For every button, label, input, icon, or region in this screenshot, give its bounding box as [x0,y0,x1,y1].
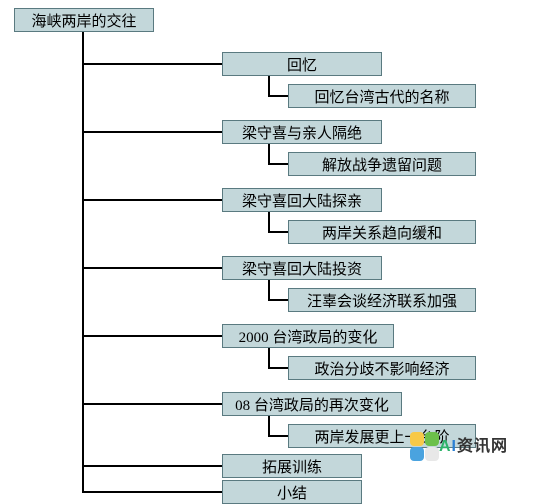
tree-node-n3: 梁守喜回大陆探亲 [222,188,382,212]
watermark-text: AI资讯网 [439,432,508,456]
flower-petal [425,432,439,446]
branch-line [82,491,222,493]
sub-branch-v [268,416,270,437]
tree-node-root: 海峡两岸的交往 [14,8,154,32]
sub-branch-v [268,212,270,233]
flower-petal [425,447,439,461]
tree-node-n4: 梁守喜回大陆投资 [222,256,382,280]
tree-node-n5: 2000 台湾政局的变化 [222,324,394,348]
sub-branch-v [268,348,270,369]
branch-line [82,335,222,337]
trunk-line [82,32,84,492]
tree-node-label: 梁守喜回大陆探亲 [242,190,362,211]
branch-line [82,403,222,405]
tree-node-label: 2000 台湾政局的变化 [239,326,378,347]
wm-a: A [439,438,452,455]
sub-branch-h [268,299,288,301]
tree-node-n7: 拓展训练 [222,454,362,478]
branch-line [82,465,222,467]
sub-branch-v [268,280,270,301]
tree-node-n5a: 政治分歧不影响经济 [288,356,476,380]
tree-node-label: 拓展训练 [262,456,322,477]
watermark-flower [410,432,440,462]
sub-branch-v [268,144,270,165]
tree-node-n2a: 解放战争遗留问题 [288,152,476,176]
tree-node-label: 政治分歧不影响经济 [314,358,449,379]
tree-node-label: 汪辜会谈经济联系加强 [307,290,457,311]
tree-node-n3a: 两岸关系趋向缓和 [288,220,476,244]
flower-petal [410,432,424,446]
tree-node-label: 回忆台湾古代的名称 [314,86,449,107]
tree-node-label: 梁守喜回大陆投资 [242,258,362,279]
tree-node-label: 海峡两岸的交往 [31,10,136,31]
tree-node-n4a: 汪辜会谈经济联系加强 [288,288,476,312]
branch-line [82,199,222,201]
sub-branch-h [268,163,288,165]
tree-node-label: 回忆 [287,54,317,75]
tree-node-n1a: 回忆台湾古代的名称 [288,84,476,108]
branch-line [82,63,222,65]
tree-node-label: 两岸关系趋向缓和 [322,222,442,243]
branch-line [82,131,222,133]
sub-branch-h [268,435,288,437]
tree-node-n2: 梁守喜与亲人隔绝 [222,120,382,144]
wm-rest: 资讯网 [457,438,508,455]
branch-line [82,267,222,269]
tree-node-label: 08 台湾政局的再次变化 [235,394,389,415]
sub-branch-h [268,231,288,233]
tree-node-n6: 08 台湾政局的再次变化 [222,392,402,416]
tree-node-n8: 小结 [222,480,362,504]
tree-node-label: 解放战争遗留问题 [322,154,442,175]
tree-node-label: 小结 [277,482,307,503]
sub-branch-h [268,367,288,369]
flower-petal [410,447,424,461]
sub-branch-h [268,95,288,97]
sub-branch-v [268,76,270,97]
tree-node-label: 梁守喜与亲人隔绝 [242,122,362,143]
tree-node-n1: 回忆 [222,52,382,76]
